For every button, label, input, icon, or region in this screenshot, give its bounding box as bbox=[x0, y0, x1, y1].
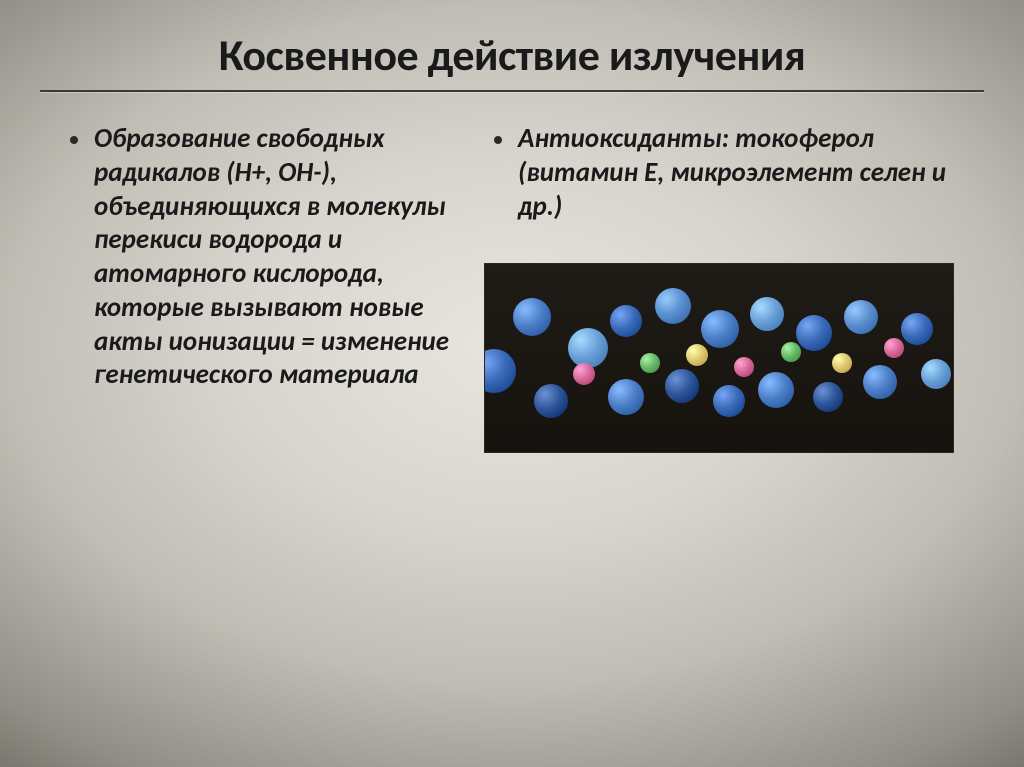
molecule-sphere bbox=[665, 369, 699, 403]
left-column: Образование свободных радикалов (Н+, ОН-… bbox=[70, 122, 464, 453]
molecule-sphere bbox=[781, 342, 801, 362]
molecule-sphere bbox=[701, 310, 739, 348]
title-underline bbox=[40, 90, 984, 92]
right-column: Антиоксиданты: токоферол (витамин Е, мик… bbox=[494, 122, 954, 453]
bullet-item: Антиоксиданты: токоферол (витамин Е, мик… bbox=[494, 122, 954, 223]
molecule-sphere bbox=[758, 372, 794, 408]
molecule-sphere bbox=[573, 363, 595, 385]
molecule-sphere bbox=[655, 288, 691, 324]
molecule-sphere bbox=[884, 338, 904, 358]
molecule-sphere bbox=[844, 300, 878, 334]
molecule-sphere bbox=[484, 349, 516, 393]
molecule-sphere bbox=[610, 305, 642, 337]
molecule-sphere bbox=[686, 344, 708, 366]
content-columns: Образование свободных радикалов (Н+, ОН-… bbox=[40, 122, 984, 453]
molecule-sphere bbox=[640, 353, 660, 373]
slide: Косвенное действие излучения Образование… bbox=[0, 0, 1024, 767]
dna-helix-render bbox=[485, 264, 953, 452]
molecule-sphere bbox=[796, 315, 832, 351]
molecule-sphere bbox=[608, 379, 644, 415]
molecule-sphere bbox=[734, 357, 754, 377]
molecule-sphere bbox=[921, 359, 951, 389]
bullet-item: Образование свободных радикалов (Н+, ОН-… bbox=[70, 122, 464, 392]
slide-title: Косвенное действие излучения bbox=[40, 28, 984, 82]
molecule-sphere bbox=[534, 384, 568, 418]
molecule-sphere bbox=[513, 298, 551, 336]
molecule-sphere bbox=[750, 297, 784, 331]
bullet-dot-icon bbox=[70, 136, 78, 144]
molecule-sphere bbox=[813, 382, 843, 412]
dna-image bbox=[484, 263, 954, 453]
molecule-sphere bbox=[901, 313, 933, 345]
molecule-sphere bbox=[713, 385, 745, 417]
molecule-sphere bbox=[568, 328, 608, 368]
left-bullet-text: Образование свободных радикалов (Н+, ОН-… bbox=[94, 122, 464, 392]
right-bullet-text: Антиоксиданты: токоферол (витамин Е, мик… bbox=[518, 122, 954, 223]
molecule-sphere bbox=[832, 353, 852, 373]
bullet-dot-icon bbox=[494, 136, 502, 144]
molecule-sphere bbox=[863, 365, 897, 399]
